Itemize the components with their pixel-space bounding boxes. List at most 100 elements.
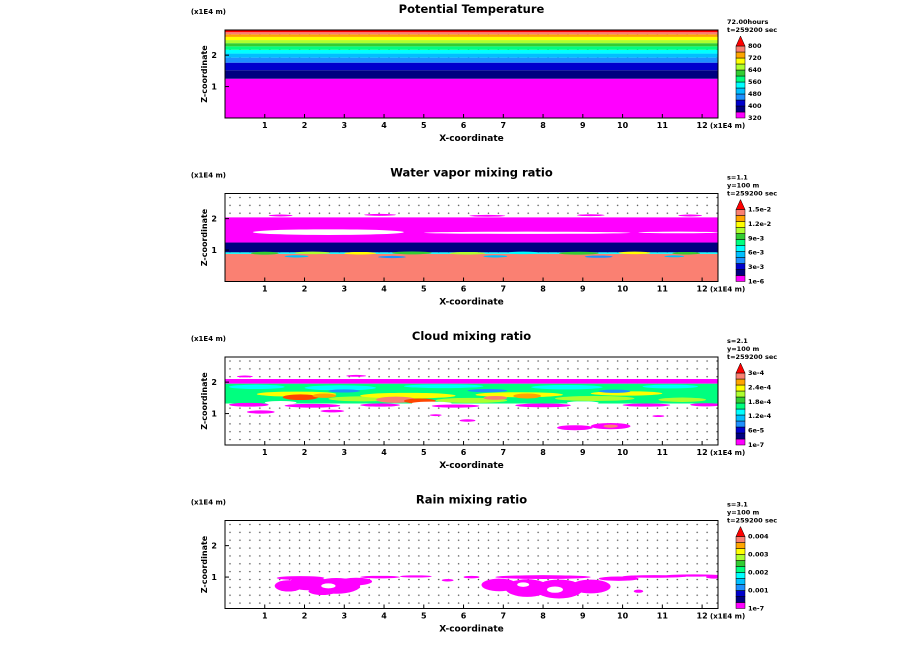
x-axis-label: X-coordinate [439,298,504,308]
x-tick-label: 12 [697,285,708,294]
z-axis-label: Z-coordinate [200,208,209,266]
x-tick-label: 10 [617,121,629,130]
colorbar-label: 6e-3 [748,249,764,257]
x-tick-label: 5 [421,285,427,294]
x-tick-label: 8 [540,448,546,457]
x-tick-label: 4 [381,448,387,457]
colorbar-label: 1e-7 [748,441,764,449]
x-tick-label: 2 [302,612,308,621]
colorbar-pennant-icon [735,35,746,47]
colorbar: 320 400 480 560 640 720 800 [735,35,762,122]
colorbar-label: 800 [748,42,762,50]
x-tick-label: 4 [381,612,387,621]
colorbar-label: 400 [748,102,762,110]
x-tick-label: 9 [580,285,586,294]
x-tick-label: 3 [341,285,347,294]
x-axis-label: X-coordinate [439,134,504,144]
plot-border [224,193,719,282]
colorbar-label: 6e-5 [748,427,765,435]
panel-title: Cloud mixing ratio [412,329,531,343]
colorbar-label: 0.003 [748,551,769,559]
z-axis-unit: (x1E4 m) [191,499,226,507]
colorbar: 1e-7 6e-5 1.2e-4 1.8e-4 2.4e-4 3e-4 [735,362,772,449]
x-tick-label: 8 [540,285,546,294]
colorbar: 1e-6 3e-3 6e-3 9e-3 1.2e-2 1.5e-2 [735,198,771,286]
x-tick-label: 2 [302,121,308,130]
contour-field [225,374,718,431]
z-axis-unit: (x1E4 m) [191,8,226,16]
x-tick-label: 1 [262,448,268,457]
contour-field [274,574,718,599]
colorbar-label: 0.004 [748,533,769,541]
colorbar-label: 560 [748,78,762,86]
colorbar-label: 480 [748,90,762,98]
x-tick-label: 11 [657,448,669,457]
annotation: y=100 m [727,509,760,517]
x-tick-label: 7 [501,285,507,294]
annotation: s=2.1 [727,337,748,345]
z-tick-label: 1 [211,410,217,419]
plot-border [224,520,719,609]
panel-title: Potential Temperature [399,2,545,16]
x-tick-label: 2 [302,285,308,294]
x-tick-label: 12 [697,448,708,457]
x-tick-label: 3 [341,121,347,130]
x-tick-label: 1 [262,612,268,621]
z-tick-label: 2 [211,378,217,387]
x-tick-label: 1 [262,285,268,294]
x-tick-label: 9 [580,612,586,621]
colorbar-label: 720 [748,54,762,62]
x-tick-label: 6 [461,121,467,130]
colorbar-label: 1.8e-4 [748,398,772,406]
annotation: t=259200 sec [727,517,777,525]
x-tick-label: 11 [657,121,669,130]
x-tick-label: 6 [461,285,467,294]
colorbar-label: 1.2e-4 [748,412,772,420]
x-tick-label: 5 [421,121,427,130]
z-tick-label: 2 [211,51,217,60]
z-axis-label: Z-coordinate [200,535,209,593]
colorbar-pennant-icon [735,198,746,210]
x-tick-label: 2 [302,448,308,457]
x-tick-label: 10 [617,612,629,621]
x-axis-unit: (x1E4 m) [710,449,745,457]
z-axis-unit: (x1E4 m) [191,172,226,180]
z-tick-label: 2 [211,542,217,551]
x-tick-label: 8 [540,612,546,621]
x-tick-label: 12 [697,121,708,130]
x-tick-label: 7 [501,448,507,457]
x-tick-label: 9 [580,121,586,130]
x-axis-unit: (x1E4 m) [710,613,745,621]
z-tick-label: 2 [211,215,217,224]
x-tick-label: 5 [421,448,427,457]
colorbar-pennant-icon [735,362,746,374]
x-axis-label: X-coordinate [439,461,504,471]
plot-border [224,356,719,446]
colorbar-label: 1e-7 [748,605,764,613]
x-tick-label: 10 [617,285,629,294]
panel-title: Rain mixing ratio [416,493,527,507]
x-tick-label: 9 [580,448,586,457]
colorbar-label: 2.4e-4 [748,383,772,391]
x-axis-unit: (x1E4 m) [710,286,745,294]
colorbar-label: 3e-4 [748,369,765,377]
colorbar-label: 9e-3 [748,234,764,242]
x-tick-label: 8 [540,121,546,130]
x-axis-label: X-coordinate [439,625,504,635]
z-tick-label: 1 [211,83,217,92]
annotation: y=100 m [727,182,760,190]
x-tick-label: 4 [381,121,387,130]
colorbar-label: 0.002 [748,569,769,577]
x-tick-label: 1 [262,121,268,130]
x-tick-label: 3 [341,612,347,621]
colorbar-label: 0.001 [748,587,769,595]
annotation: s=1.1 [727,174,748,182]
colorbar-label: 1.5e-2 [748,206,771,214]
colorbar-pennant-icon [735,525,746,537]
z-tick-label: 1 [211,573,217,582]
